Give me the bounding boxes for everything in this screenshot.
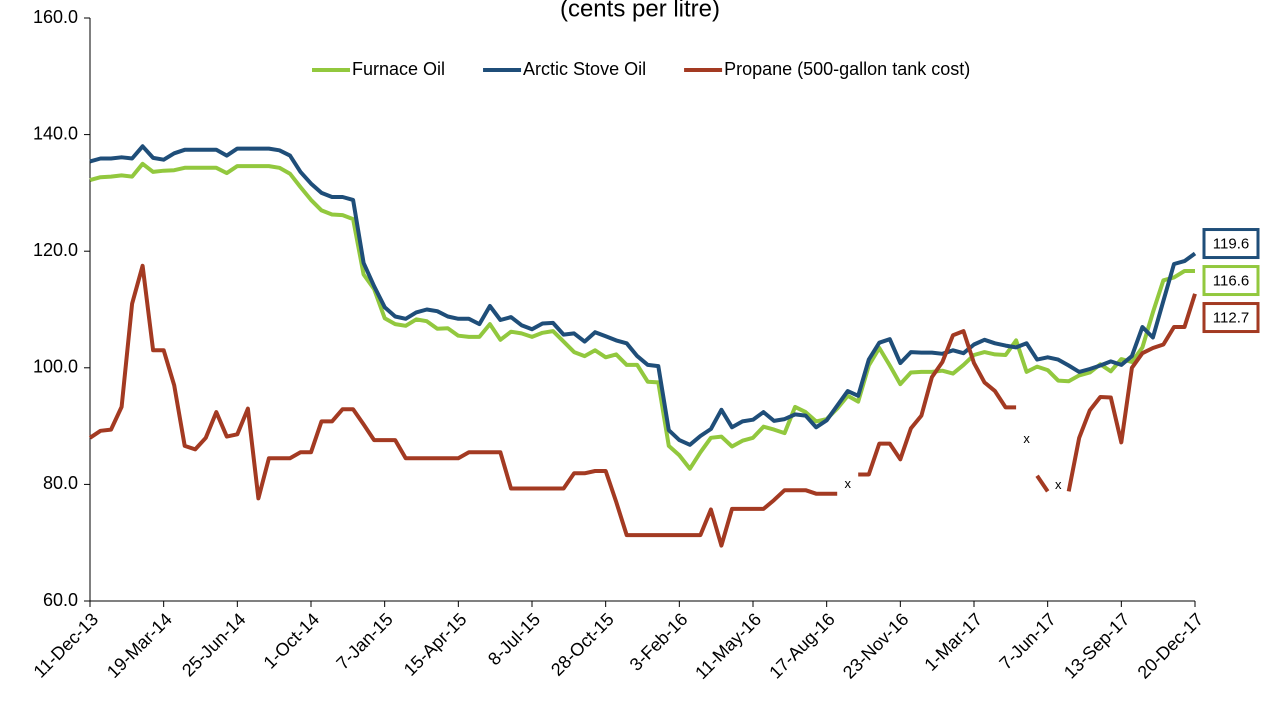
end-label-text: 116.6 — [1213, 273, 1249, 290]
end-label-box — [1202, 228, 1260, 260]
y-tick-label: 160.0 — [33, 7, 78, 27]
x-tick-label: 28-Oct-15 — [547, 609, 618, 680]
annotation: x — [1023, 431, 1030, 446]
x-tick-label: 11-May-16 — [691, 609, 765, 683]
x-tick-label: 13-Sep-17 — [1060, 609, 1134, 683]
end-label: 116.6 — [1202, 265, 1260, 297]
legend-label: Propane (500-gallon tank cost) — [724, 59, 970, 79]
annotation: x — [1055, 477, 1062, 492]
y-tick-label: 140.0 — [33, 123, 78, 143]
y-tick-label: 100.0 — [33, 357, 78, 377]
x-tick-label: 23-Nov-16 — [839, 609, 913, 683]
series-line — [89, 144, 1197, 447]
y-tick-label: 80.0 — [43, 473, 78, 493]
legend-label: Furnace Oil — [352, 59, 445, 79]
end-label-box — [1202, 265, 1260, 297]
x-tick-label: 7-Jun-17 — [995, 609, 1059, 673]
x-tick-label: 17-Aug-16 — [765, 609, 839, 683]
series-line — [88, 263, 1197, 548]
end-label-text: 119.6 — [1213, 236, 1249, 253]
end-label-text: 112.7 — [1213, 310, 1249, 327]
x-tick-label: 11-Dec-13 — [30, 609, 103, 682]
end-label: 119.6 — [1202, 228, 1260, 260]
x-tick-label: 7-Jan-15 — [332, 609, 396, 673]
annotation: x — [844, 476, 851, 491]
legend-label: Arctic Stove Oil — [523, 59, 646, 79]
x-tick-label: 1-Oct-14 — [260, 609, 324, 673]
chart-title: (cents per litre) — [560, 0, 720, 22]
series-line — [89, 161, 1195, 471]
x-tick-label: 15-Apr-15 — [400, 609, 471, 680]
y-tick-label: 120.0 — [33, 240, 78, 260]
end-label-box — [1202, 302, 1260, 334]
y-tick-label: 60.0 — [43, 590, 78, 610]
x-tick-label: 19-Mar-14 — [103, 609, 176, 682]
x-tick-label: 3-Feb-16 — [626, 609, 692, 675]
end-label: 112.7 — [1202, 302, 1260, 334]
legend: Furnace Oil Arctic Stove Oil Propane (500-… — [312, 59, 970, 79]
x-tick-label: 8-Jul-15 — [484, 609, 544, 669]
x-tick-label: 25-Jun-14 — [178, 609, 249, 680]
x-tick-label: 20-Dec-17 — [1134, 609, 1208, 683]
x-tick-label: 1-Mar-17 — [920, 609, 986, 675]
